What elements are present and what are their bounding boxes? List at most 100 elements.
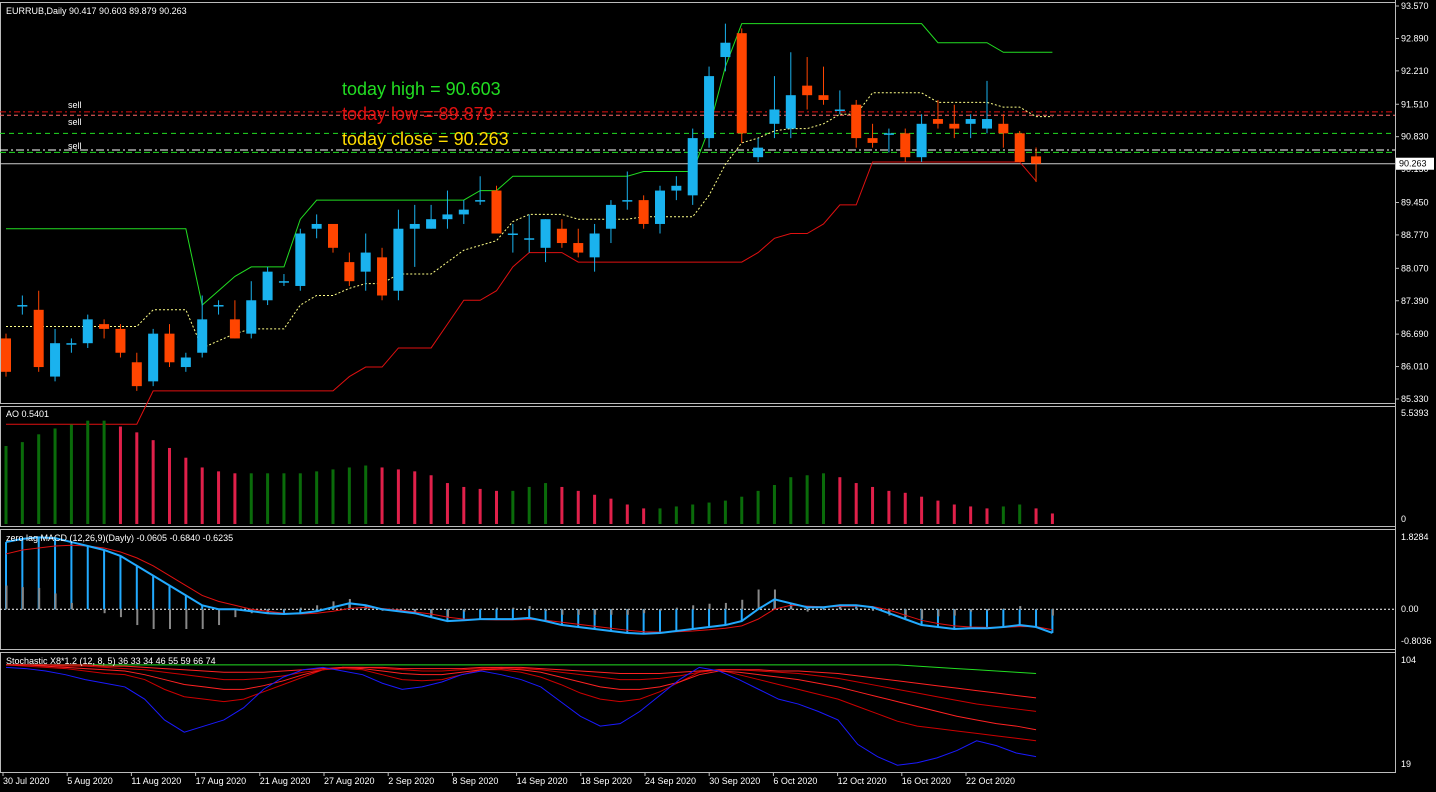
- candle-body: [736, 33, 747, 134]
- date-tick-label: 30 Sep 2020: [709, 776, 760, 786]
- ao-bar: [233, 473, 237, 524]
- ao-bar: [789, 477, 793, 524]
- ao-bar: [822, 473, 825, 524]
- candle: [328, 223, 338, 253]
- macd-title: zero lag MACD (12,26,9)(Dayly) -0.0605 -…: [6, 533, 234, 543]
- candle-body: [802, 85, 813, 96]
- sell-marker: sell: [68, 117, 82, 127]
- candle-body: [82, 319, 93, 344]
- candle: [932, 99, 943, 129]
- candle: [883, 128, 894, 153]
- candle-body: [99, 324, 110, 329]
- ao-bar: [69, 424, 73, 524]
- candle: [164, 324, 175, 368]
- candle: [1014, 130, 1025, 162]
- stoch-axis-label: 19: [1401, 759, 1411, 769]
- candle: [426, 204, 437, 229]
- candle: [982, 80, 992, 134]
- macd-axis-label: 0.00: [1401, 604, 1419, 614]
- ao-bar: [200, 467, 204, 524]
- candle: [475, 176, 486, 205]
- ao-bar: [576, 490, 580, 524]
- candle-body: [638, 200, 649, 224]
- candle-body: [475, 200, 486, 202]
- candle-body: [785, 95, 796, 129]
- candle: [949, 104, 960, 139]
- candle-body: [262, 271, 273, 301]
- price-tick-label: 89.450: [1401, 198, 1429, 208]
- candle-body: [769, 109, 780, 124]
- candle-body: [131, 362, 142, 387]
- ao-bar: [691, 504, 695, 524]
- ao-bar: [903, 492, 907, 524]
- ao-bar: [658, 508, 662, 524]
- ao-bar: [20, 442, 24, 524]
- ao-bar: [429, 475, 433, 524]
- candle-body: [295, 233, 306, 286]
- candle-body: [982, 119, 992, 129]
- ao-bar: [985, 508, 989, 524]
- candle-body: [900, 133, 911, 158]
- stoch-red-line: [6, 664, 1037, 699]
- candle: [965, 114, 976, 139]
- ao-axis-label: 0: [1401, 514, 1406, 524]
- ao-bar: [805, 475, 809, 524]
- candle: [360, 233, 371, 291]
- ao-bar: [37, 434, 41, 524]
- candle: [148, 328, 159, 387]
- ohlc-readout: 90.417 90.603 89.879 90.263: [69, 6, 187, 16]
- ao-bar: [151, 440, 155, 524]
- candle-body: [949, 123, 960, 129]
- candle-body: [426, 219, 437, 229]
- candle: [311, 214, 322, 239]
- macd-line: [5, 536, 1053, 635]
- ao-bar: [772, 485, 776, 524]
- candle-body: [458, 209, 469, 215]
- candle-body: [589, 233, 600, 258]
- candle-body: [393, 228, 404, 291]
- date-tick-label: 11 Aug 2020: [131, 776, 181, 786]
- ao-bar: [969, 506, 973, 524]
- chart-symbol-title: EURRUB,Daily 90.417 90.603 89.879 90.263: [6, 6, 187, 16]
- date-tick-label: 21 Aug 2020: [260, 776, 311, 786]
- candle: [1031, 147, 1042, 183]
- ao-bar: [266, 473, 270, 524]
- candle: [33, 290, 44, 372]
- candle-body: [344, 262, 355, 282]
- price-tick-label: 85.330: [1401, 394, 1429, 404]
- candle: [998, 114, 1009, 148]
- stoch-axis-label: 104: [1401, 655, 1416, 665]
- candle-body: [328, 223, 338, 248]
- candle-body: [409, 223, 420, 229]
- candle: [834, 90, 845, 115]
- candle: [442, 190, 453, 229]
- candle: [278, 274, 289, 286]
- candle-body: [867, 138, 878, 143]
- ao-bar: [217, 471, 221, 524]
- candle: [605, 200, 616, 244]
- ao-bar: [413, 471, 417, 524]
- ao-bar: [380, 467, 384, 524]
- price-tick-label: 92.890: [1401, 33, 1429, 43]
- candle-body: [115, 328, 126, 353]
- pane-border-macd: [0, 529, 1396, 650]
- candle: [1, 333, 11, 377]
- ao-bar: [1050, 513, 1054, 524]
- date-tick-label: 17 Aug 2020: [196, 776, 247, 786]
- stoch-green-line: [6, 664, 1037, 674]
- ao-bar: [887, 490, 891, 524]
- candle-body: [655, 190, 665, 224]
- candle: [720, 23, 731, 72]
- date-tick-label: 18 Sep 2020: [581, 776, 632, 786]
- ao-bar: [952, 504, 956, 524]
- ao-title: AO 0.5401: [6, 409, 50, 419]
- candle: [197, 295, 208, 358]
- ao-bar: [282, 473, 286, 524]
- candle-body: [213, 305, 224, 307]
- candle-body: [556, 228, 567, 244]
- current-price-badge: [1396, 157, 1434, 170]
- candle-body: [916, 123, 927, 158]
- date-tick-label: 30 Jul 2020: [3, 776, 50, 786]
- price-tick-label: 87.390: [1401, 296, 1429, 306]
